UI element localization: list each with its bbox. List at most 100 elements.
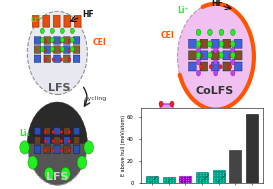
Circle shape <box>208 52 212 58</box>
Circle shape <box>60 148 63 152</box>
Bar <box>246 114 258 183</box>
Circle shape <box>196 70 201 76</box>
FancyBboxPatch shape <box>64 37 70 44</box>
Circle shape <box>44 58 47 61</box>
Text: CoO₄: CoO₄ <box>184 122 205 131</box>
Circle shape <box>208 29 212 36</box>
FancyBboxPatch shape <box>200 51 208 60</box>
Bar <box>179 176 191 183</box>
Circle shape <box>200 42 203 46</box>
FancyBboxPatch shape <box>212 51 219 60</box>
Circle shape <box>60 46 64 52</box>
Text: CEI: CEI <box>93 38 106 47</box>
Circle shape <box>219 29 224 36</box>
Text: Li⁺: Li⁺ <box>177 6 189 15</box>
Polygon shape <box>153 104 180 134</box>
Circle shape <box>44 139 47 143</box>
Text: LFS: LFS <box>48 83 70 93</box>
Circle shape <box>213 59 218 65</box>
Circle shape <box>60 37 64 43</box>
FancyBboxPatch shape <box>64 137 70 144</box>
FancyBboxPatch shape <box>44 127 51 135</box>
Polygon shape <box>27 102 87 144</box>
Circle shape <box>70 37 74 43</box>
Circle shape <box>77 156 87 169</box>
FancyBboxPatch shape <box>64 127 70 135</box>
Circle shape <box>40 46 44 52</box>
Circle shape <box>219 42 222 46</box>
Circle shape <box>231 70 235 76</box>
Circle shape <box>60 28 64 34</box>
FancyBboxPatch shape <box>64 15 70 27</box>
Circle shape <box>151 131 155 137</box>
Circle shape <box>27 102 87 185</box>
Circle shape <box>229 53 232 58</box>
Circle shape <box>219 52 224 58</box>
Circle shape <box>52 58 55 61</box>
Circle shape <box>209 53 212 58</box>
Bar <box>163 177 175 183</box>
Circle shape <box>68 40 71 43</box>
Bar <box>213 170 225 183</box>
Circle shape <box>163 116 170 126</box>
FancyBboxPatch shape <box>54 127 60 135</box>
Circle shape <box>231 52 235 58</box>
Circle shape <box>60 40 63 43</box>
Circle shape <box>44 148 47 152</box>
FancyBboxPatch shape <box>34 146 41 153</box>
FancyBboxPatch shape <box>75 15 81 27</box>
Y-axis label: E above hull (meV/atom): E above hull (meV/atom) <box>120 115 126 176</box>
Text: LFS: LFS <box>46 172 69 182</box>
FancyBboxPatch shape <box>43 15 49 27</box>
Circle shape <box>44 40 47 43</box>
FancyBboxPatch shape <box>223 62 231 71</box>
Circle shape <box>213 70 218 76</box>
FancyBboxPatch shape <box>235 62 242 71</box>
Circle shape <box>61 167 70 180</box>
Circle shape <box>68 139 71 143</box>
Circle shape <box>28 156 37 169</box>
Circle shape <box>219 41 224 47</box>
Circle shape <box>52 139 55 143</box>
FancyBboxPatch shape <box>44 55 51 63</box>
Circle shape <box>40 37 44 43</box>
Circle shape <box>196 29 201 36</box>
FancyBboxPatch shape <box>44 46 51 53</box>
FancyBboxPatch shape <box>73 55 80 63</box>
Circle shape <box>84 141 93 154</box>
FancyBboxPatch shape <box>44 146 51 153</box>
Circle shape <box>68 130 71 134</box>
Circle shape <box>170 101 174 107</box>
Text: CoLFS: CoLFS <box>195 87 233 97</box>
FancyBboxPatch shape <box>34 46 41 53</box>
FancyBboxPatch shape <box>223 39 231 48</box>
Circle shape <box>70 46 74 52</box>
FancyBboxPatch shape <box>73 37 80 44</box>
FancyBboxPatch shape <box>189 39 196 48</box>
Circle shape <box>52 148 55 152</box>
Text: Li⁺: Li⁺ <box>30 17 41 23</box>
Circle shape <box>231 59 235 65</box>
FancyBboxPatch shape <box>54 15 60 27</box>
FancyBboxPatch shape <box>73 46 80 53</box>
Circle shape <box>200 64 203 69</box>
Circle shape <box>231 41 235 47</box>
Circle shape <box>208 41 212 47</box>
FancyBboxPatch shape <box>64 46 70 53</box>
Circle shape <box>60 49 63 52</box>
Circle shape <box>27 11 87 94</box>
FancyBboxPatch shape <box>235 39 242 48</box>
Circle shape <box>20 141 29 154</box>
FancyBboxPatch shape <box>73 127 80 135</box>
FancyBboxPatch shape <box>200 62 208 71</box>
Circle shape <box>40 28 44 34</box>
Circle shape <box>68 148 71 152</box>
Circle shape <box>209 64 212 69</box>
FancyBboxPatch shape <box>34 55 41 63</box>
FancyBboxPatch shape <box>54 146 60 153</box>
Circle shape <box>213 47 218 53</box>
FancyBboxPatch shape <box>34 127 41 135</box>
FancyBboxPatch shape <box>189 62 196 71</box>
Circle shape <box>70 28 74 34</box>
FancyBboxPatch shape <box>54 37 60 44</box>
